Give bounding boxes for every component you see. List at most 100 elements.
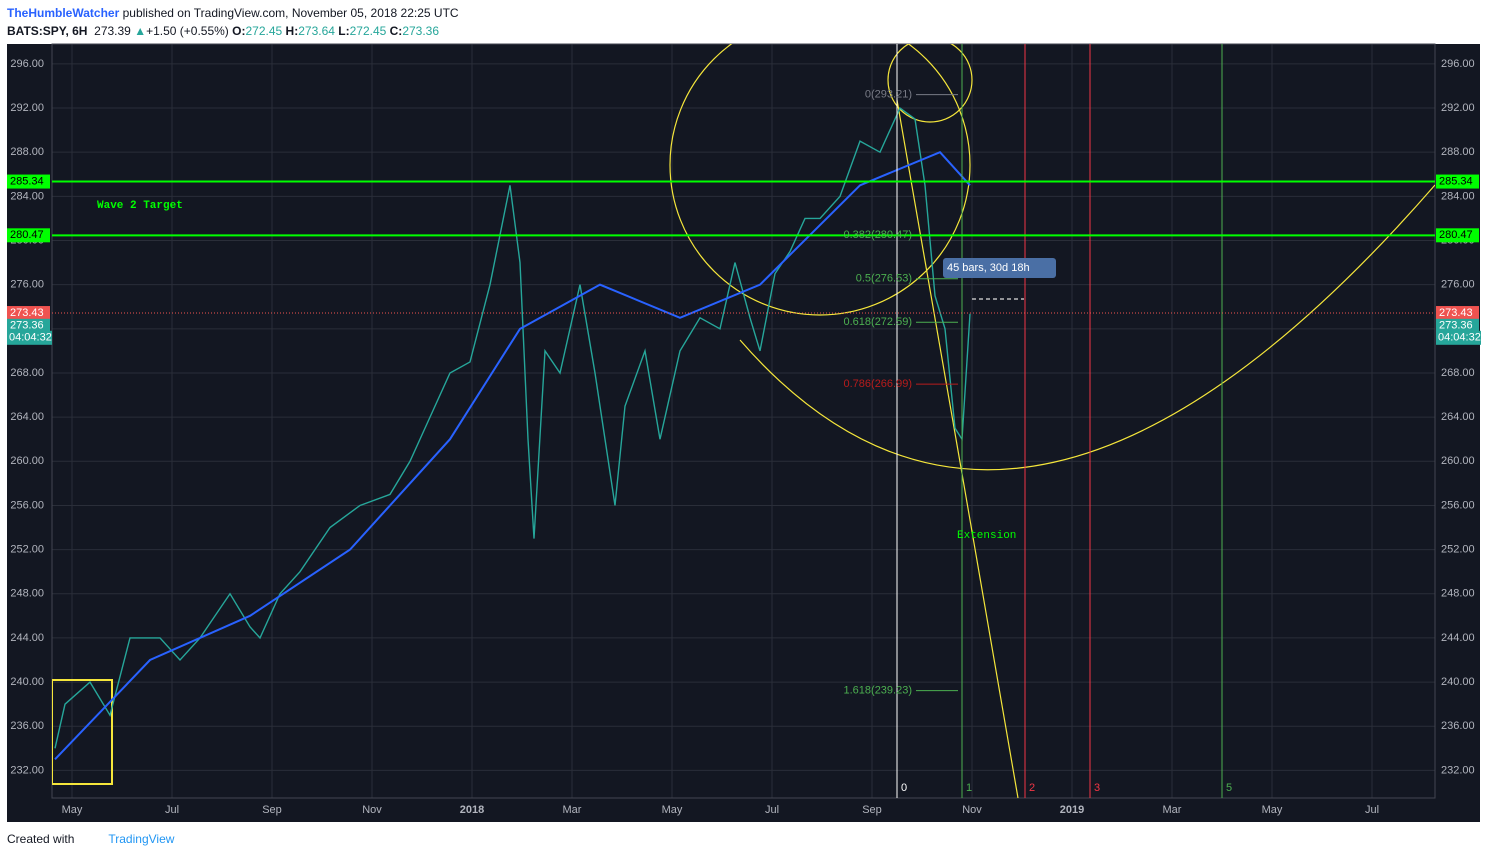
footer: Created with TradingView [7, 832, 174, 846]
x-tick-label: Nov [362, 804, 382, 816]
time-line-label: 0 [901, 782, 907, 794]
published: published on TradingView.com, November 0… [122, 6, 459, 20]
extension-label: Extension [957, 530, 1016, 542]
price-tag-label: 273.36 [10, 320, 44, 332]
y-tick-label: 268.00 [10, 367, 44, 379]
y-tick-label: 296.00 [10, 58, 44, 70]
y-tick-label: 264.00 [10, 411, 44, 423]
fib-label: 0(293.21) [865, 89, 912, 101]
x-tick-label: Mar [563, 804, 582, 816]
y-tick-label: 288.00 [10, 146, 44, 158]
y-tick-label-right: 276.00 [1441, 279, 1475, 291]
x-tick-label: 2019 [1060, 804, 1084, 816]
price-tag-label: 273.36 [1439, 320, 1473, 332]
y-tick-label: 236.00 [10, 720, 44, 732]
measure-label: 45 bars, 30d 18h [947, 262, 1030, 274]
x-tick-label: Jul [765, 804, 779, 816]
y-tick-label: 244.00 [10, 632, 44, 644]
price-tag-label: 273.43 [1439, 307, 1473, 319]
y-tick-label-right: 292.00 [1441, 102, 1475, 114]
fib-label: 0.618(272.59) [844, 316, 913, 328]
change: +1.50 (+0.55%) [146, 24, 229, 38]
x-tick-label: May [662, 804, 683, 816]
price-tag [1436, 306, 1479, 321]
x-tick-label: May [62, 804, 83, 816]
price-tag [1436, 228, 1479, 243]
x-tick-label: Sep [262, 804, 282, 816]
price-tag-label: 280.47 [10, 229, 44, 241]
y-tick-label: 248.00 [10, 588, 44, 600]
countdown-tag [7, 330, 52, 345]
y-tick-label-right: 268.00 [1441, 367, 1475, 379]
countdown: 04:04:32 [1438, 332, 1481, 344]
symbol: BATS:SPY, 6H [7, 24, 88, 38]
countdown: 04:04:32 [9, 332, 52, 344]
high: 273.64 [298, 24, 335, 38]
x-tick-label: May [1262, 804, 1283, 816]
plot-border [51, 43, 1436, 799]
open: 272.45 [245, 24, 283, 38]
x-tick-label: Nov [962, 804, 982, 816]
y-tick-label: 292.00 [10, 102, 44, 114]
y-tick-label: 260.00 [10, 455, 44, 467]
y-tick-label: 252.00 [10, 544, 44, 556]
small-circle [887, 44, 973, 123]
x-tick-label: Jul [1365, 804, 1379, 816]
o-label: O: [232, 24, 246, 38]
price-line [54, 106, 971, 749]
wave-label: Wave 2 Target [97, 200, 183, 212]
y-tick-label: 284.00 [10, 190, 44, 202]
price-tag [7, 318, 50, 333]
price-tag [7, 228, 50, 243]
y-tick-label-right: 260.00 [1441, 455, 1475, 467]
created: Created with [7, 832, 75, 846]
author[interactable]: TheHumbleWatcher [7, 6, 120, 20]
y-tick-label: 256.00 [10, 499, 44, 511]
y-tick-label-right: 256.00 [1441, 499, 1475, 511]
x-tick-label: 2018 [460, 804, 484, 816]
y-tick-label-right: 284.00 [1441, 190, 1475, 202]
fib-label: 0.5(276.53) [856, 273, 912, 285]
time-line-label: 1 [966, 782, 972, 794]
y-tick-label: 240.00 [10, 676, 44, 688]
price-tag-label: 280.47 [1439, 229, 1473, 241]
x-tick-label: Jul [165, 804, 179, 816]
y-tick-label-right: 248.00 [1441, 588, 1475, 600]
extension-line [896, 99, 1019, 798]
price-tag [1436, 174, 1479, 189]
x-tick-label: Mar [1163, 804, 1182, 816]
last: 273.39 [94, 24, 131, 38]
c-label: C: [389, 24, 403, 38]
measure-box [943, 258, 1056, 278]
time-line-label: 5 [1226, 782, 1232, 794]
h-label: H: [285, 24, 299, 38]
time-line-label: 3 [1094, 782, 1100, 794]
y-tick-label-right: 296.00 [1441, 58, 1475, 70]
panel [7, 44, 1480, 822]
drawings [52, 44, 1435, 798]
y-tick-label: 276.00 [10, 279, 44, 291]
l-label: L: [338, 24, 350, 38]
fib-label: 0.786(266.99) [844, 378, 913, 390]
fib-arc [739, 184, 1435, 471]
price-tag [7, 306, 50, 321]
low: 272.45 [349, 24, 387, 38]
chart: 232.00 232.00 236.00 236.00 240.00 240.00 244.… [7, 43, 1481, 822]
x-tick-label: Sep [862, 804, 882, 816]
price-line [54, 150, 971, 761]
y-tick-label-right: 232.00 [1441, 764, 1475, 776]
y-tick-label-right: 244.00 [1441, 632, 1475, 644]
time-line-label: 2 [1029, 782, 1035, 794]
price-tag [7, 174, 50, 189]
countdown-tag [1436, 330, 1481, 345]
price-tag-label: 273.43 [10, 307, 44, 319]
y-tick-label-right: 236.00 [1441, 720, 1475, 732]
header: TheHumbleWatcher published on TradingVie… [7, 6, 459, 38]
y-tick-label-right: 264.00 [1441, 411, 1475, 423]
brand[interactable]: TradingView [108, 832, 175, 846]
close: 273.36 [402, 24, 440, 38]
y-tick-label-right: 252.00 [1441, 544, 1475, 556]
box [52, 679, 113, 785]
price-tag-label: 285.34 [1439, 175, 1473, 187]
